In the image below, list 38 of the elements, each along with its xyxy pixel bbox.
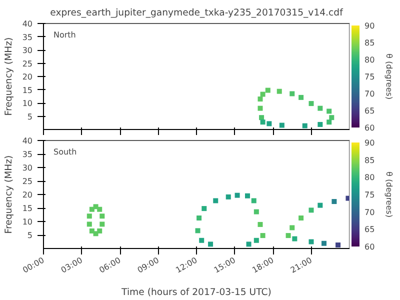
color-bar-label: 65 xyxy=(364,225,375,234)
color-bar-label: 85 xyxy=(364,38,375,48)
color-bar-label: 90 xyxy=(364,22,375,30)
y-tick-label: 15 xyxy=(22,86,33,95)
color-bar-label: 70 xyxy=(364,208,375,217)
y-tick-label: 10 xyxy=(22,99,33,108)
color-bar-label: 60 xyxy=(364,242,375,252)
y-tick-label: 40 xyxy=(22,136,33,146)
color-bar-label: 70 xyxy=(364,90,375,98)
y-tick-label: 35 xyxy=(22,150,33,159)
color-bar-title: θ (degrees) xyxy=(384,54,394,100)
color-bar-label: 80 xyxy=(364,56,375,64)
y-tick-label: 20 xyxy=(22,72,33,82)
color-bar-label: 80 xyxy=(364,173,375,182)
annotation: North xyxy=(54,30,76,40)
y-tick-label: 25 xyxy=(22,177,33,186)
color-bar-label: 90 xyxy=(364,138,375,148)
y-tick-label: 20 xyxy=(22,190,33,200)
color-bar-label: 75 xyxy=(364,72,375,82)
y-axis-title: Frequency (MHz) xyxy=(3,37,14,116)
color-bar-label: 75 xyxy=(364,190,375,200)
y-tick-label: 15 xyxy=(22,204,33,213)
color-bar-label: 65 xyxy=(364,106,375,116)
color-bar-title: θ (degrees) xyxy=(384,172,394,218)
chart-title: expres_earth_jupiter_ganymede_txka-y235_20170315_v14.cdf xyxy=(50,8,344,18)
y-tick-label: 35 xyxy=(22,32,33,42)
y-tick-label: 5 xyxy=(27,112,33,122)
y-tick-label: 40 xyxy=(22,20,33,28)
x-axis-title: Time (hours of 2017-03-15 UTC) xyxy=(120,286,272,298)
annotation: South xyxy=(54,148,77,156)
y-tick-label: 5 xyxy=(27,231,33,240)
color-bar-label: 60 xyxy=(364,124,375,132)
color-bar-label: 85 xyxy=(364,156,375,165)
y-tick-label: 30 xyxy=(22,46,33,55)
y-tick-label: 30 xyxy=(22,164,33,172)
y-axis-title: Frequency (MHz) xyxy=(3,155,14,234)
y-tick-label: 25 xyxy=(22,59,33,68)
y-tick-label: 10 xyxy=(22,218,33,226)
